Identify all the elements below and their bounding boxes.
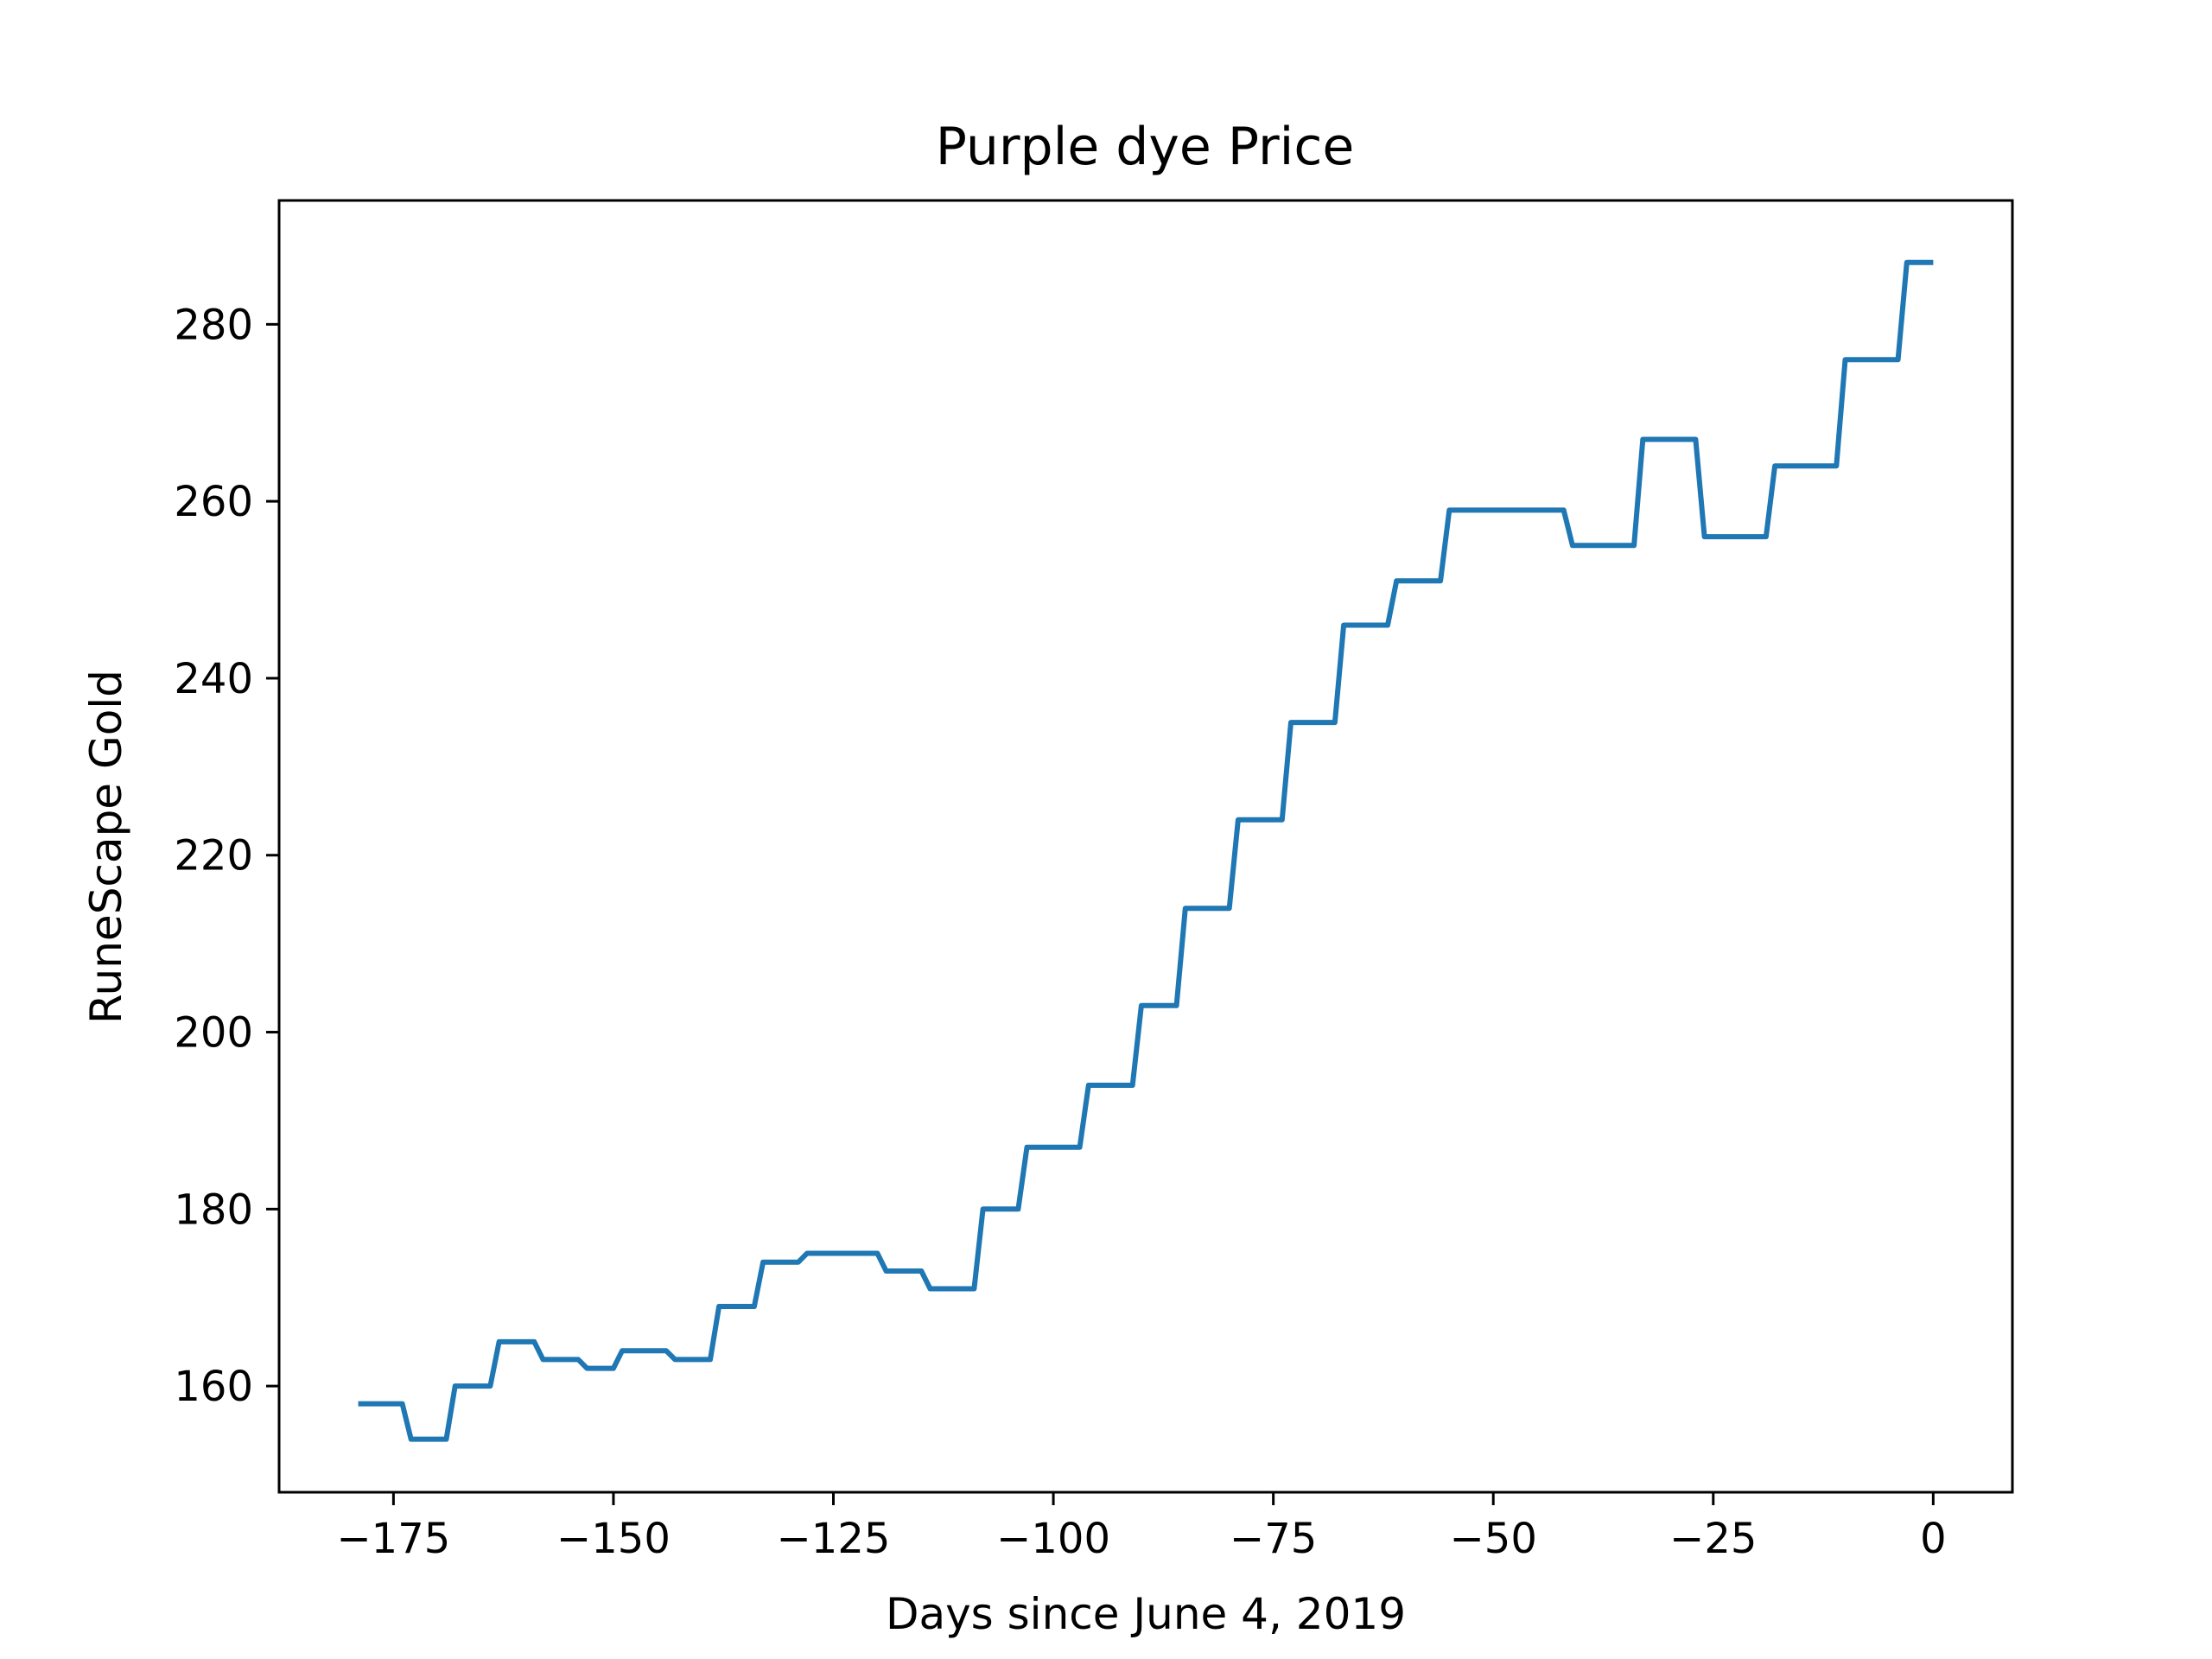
chart-title: Purple dye Price: [936, 117, 1355, 177]
y-tick-label: 280: [174, 301, 253, 349]
x-axis-ticks: −175 −150 −125 −100 −75 −50 −25 0: [336, 1492, 1947, 1563]
x-tick-label: −175: [336, 1515, 450, 1563]
plot-area-frame: [277, 199, 2014, 1494]
y-tick-label: 220: [174, 832, 253, 880]
x-tick-label: −50: [1450, 1515, 1537, 1563]
y-axis-label: RuneScape Gold: [81, 670, 131, 1024]
x-tick-label: −150: [556, 1515, 671, 1563]
y-tick-label: 260: [174, 478, 253, 526]
y-tick-label: 160: [174, 1363, 253, 1411]
y-axis-ticks: 160 180 200 220 240 260 280: [174, 301, 279, 1411]
x-tick-label: −100: [996, 1515, 1110, 1563]
x-tick-label: −75: [1230, 1515, 1317, 1563]
x-tick-label: 0: [1920, 1515, 1947, 1563]
x-axis-label: Days since June 4, 2019: [886, 1589, 1406, 1639]
x-tick-label: −25: [1669, 1515, 1757, 1563]
price-series-line: [358, 259, 1934, 1442]
y-tick-label: 240: [174, 655, 253, 703]
y-tick-label: 200: [174, 1009, 253, 1058]
x-tick-label: −125: [777, 1515, 891, 1563]
y-tick-label: 180: [174, 1185, 253, 1234]
